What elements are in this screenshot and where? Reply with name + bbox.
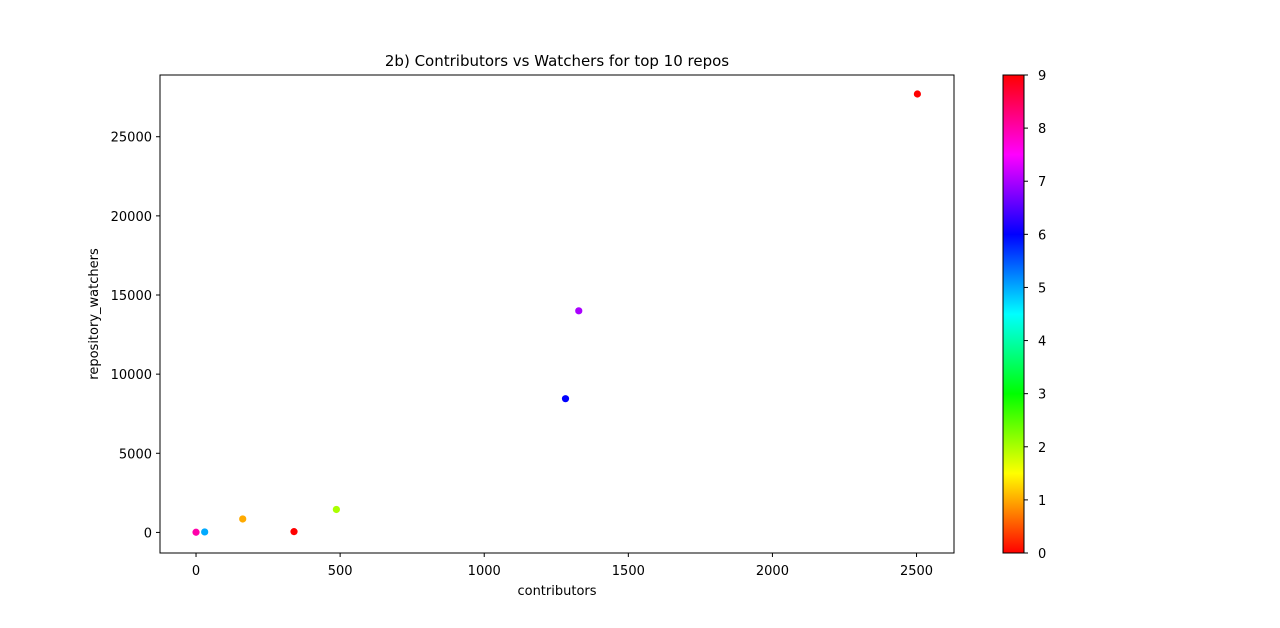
y-tick-label: 15000 <box>111 289 152 304</box>
plot-frame <box>159 74 955 554</box>
x-tick-label: 1500 <box>612 564 645 579</box>
scatter-point <box>201 528 209 536</box>
x-tick-label: 0 <box>192 564 200 579</box>
y-tick-label: 5000 <box>119 447 152 462</box>
colorbar-tick-label: 6 <box>1038 228 1046 243</box>
scatter-point <box>192 528 200 536</box>
scatter-point <box>575 307 583 315</box>
plot-area <box>159 74 955 554</box>
scatter-point <box>290 528 298 536</box>
colorbar-tick-label: 7 <box>1038 175 1046 190</box>
colorbar: 0 1 2 3 4 5 6 7 8 9 <box>1002 69 1046 562</box>
scatter-point <box>913 90 921 98</box>
y-tick-label: 10000 <box>111 368 152 383</box>
scatter-point <box>332 505 340 514</box>
y-tick-label: 0 <box>144 526 152 541</box>
x-tick-label: 2000 <box>756 564 789 579</box>
x-tick-label: 500 <box>328 564 353 579</box>
colorbar-tick-label: 2 <box>1038 441 1046 456</box>
colorbar-tick-label: 5 <box>1038 281 1046 296</box>
y-tick-label: 25000 <box>111 131 152 146</box>
colorbar-tick-label: 1 <box>1038 494 1046 509</box>
y-axis-ticks: 0 5000 10000 15000 20000 25000 <box>111 131 160 541</box>
scatter-point <box>239 515 247 523</box>
colorbar-tick-label: 4 <box>1038 335 1046 350</box>
scatter-point <box>561 395 570 403</box>
data-points <box>192 90 921 536</box>
colorbar-tick-label: 9 <box>1038 69 1046 84</box>
x-tick-label: 1000 <box>468 564 501 579</box>
colorbar-tick-label: 8 <box>1038 122 1046 137</box>
y-axis-label: repository_watchers <box>87 248 102 380</box>
x-axis-label: contributors <box>517 584 596 599</box>
x-tick-label: 2500 <box>900 564 933 579</box>
x-axis-ticks: 0 500 1000 1500 2000 2500 <box>192 553 933 579</box>
colorbar-ticks: 0 1 2 3 4 5 6 7 8 9 <box>1024 69 1046 562</box>
colorbar-tick-label: 0 <box>1038 547 1046 562</box>
colorbar-tick-label: 3 <box>1038 388 1046 403</box>
y-tick-label: 20000 <box>111 210 152 225</box>
colorbar-gradient <box>1002 74 1025 554</box>
chart-title: 2b) Contributors vs Watchers for top 10 … <box>385 52 729 70</box>
